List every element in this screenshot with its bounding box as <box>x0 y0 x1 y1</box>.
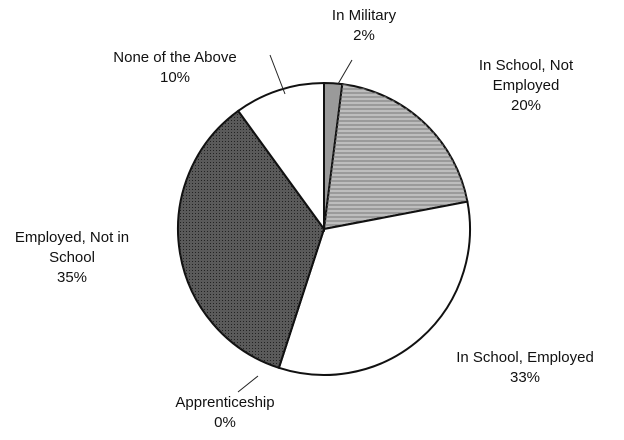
category-label: Apprenticeship <box>175 394 275 411</box>
slice-label: In Military 2% <box>309 6 419 46</box>
pie-slice <box>236 81 325 233</box>
category-label: Employed, Not in School <box>14 229 130 266</box>
value-label: 35% <box>56 269 88 286</box>
category-label: In School, Employed <box>456 349 594 366</box>
slice-texture <box>178 110 324 368</box>
slice-texture <box>324 84 468 230</box>
category-label: None of the Above <box>113 49 237 66</box>
value-label: 20% <box>510 97 542 114</box>
slice-label: None of the Above 10% <box>80 48 270 88</box>
value-label: 2% <box>353 27 375 44</box>
value-label: 10% <box>159 69 191 86</box>
slices <box>177 81 471 376</box>
value-label: 33% <box>509 369 541 386</box>
slice-label: In School, Employed 33% <box>430 348 620 388</box>
category-label: In Military <box>331 7 397 24</box>
leader-line <box>269 54 286 95</box>
pie-slice <box>277 200 471 376</box>
slice-label: In School, Not Employed 20% <box>466 56 586 116</box>
slice-label: Employed, Not in School 35% <box>2 228 142 288</box>
category-label: In School, Not Employed <box>478 57 574 94</box>
leader-line <box>237 375 259 393</box>
value-label: 0% <box>214 414 236 431</box>
leader-line <box>337 59 353 85</box>
leader-lines <box>237 54 353 393</box>
slice-label: Apprenticeship 0% <box>150 393 300 433</box>
